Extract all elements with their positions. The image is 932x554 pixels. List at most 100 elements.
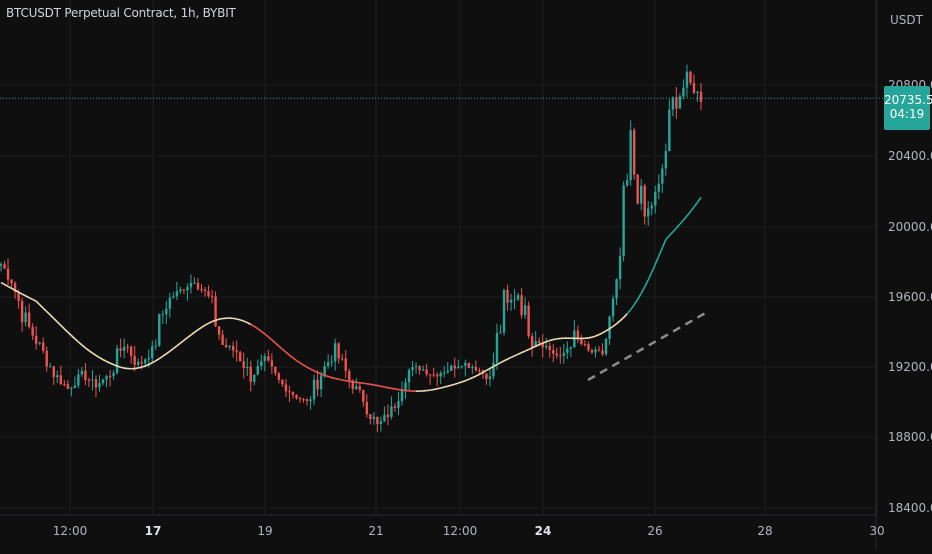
moving-average-segment xyxy=(476,374,480,376)
candle-body xyxy=(503,290,505,332)
moving-average-segment xyxy=(525,349,529,351)
moving-average-segment xyxy=(92,353,96,355)
candle-body xyxy=(88,380,90,381)
candle-body xyxy=(654,192,656,206)
candle-body xyxy=(105,376,107,379)
candle-body xyxy=(278,373,280,380)
candle-body xyxy=(401,391,403,402)
candle-body xyxy=(527,305,529,336)
moving-average-segment xyxy=(258,329,262,332)
moving-average-segment xyxy=(240,320,244,321)
candle-body xyxy=(345,358,347,371)
candle-body xyxy=(404,382,406,390)
candle-body xyxy=(369,414,371,419)
moving-average-segment xyxy=(553,339,557,340)
moving-average-segment xyxy=(437,388,441,389)
candle-body xyxy=(169,298,171,309)
candle-body xyxy=(629,130,631,180)
time-axis-label: 19 xyxy=(257,524,272,538)
candle-body xyxy=(429,374,431,375)
candle-body xyxy=(506,290,508,303)
moving-average-segment xyxy=(603,331,607,333)
moving-average-segment xyxy=(149,363,153,365)
moving-average-segment xyxy=(325,375,329,376)
moving-average-segment xyxy=(648,272,652,280)
candle-body xyxy=(693,83,695,93)
candle-body xyxy=(274,367,276,374)
candle-body xyxy=(281,380,283,384)
time-axis-label: 12:00 xyxy=(53,524,88,538)
price-axis-label: 19200.0 xyxy=(888,360,932,374)
moving-average-segment xyxy=(89,351,93,354)
candle-body xyxy=(38,342,40,343)
time-axis-label: 28 xyxy=(757,524,772,538)
moving-average-segment xyxy=(655,256,659,264)
moving-average-segment xyxy=(391,388,395,389)
moving-average-segment xyxy=(673,228,677,232)
candle-body xyxy=(285,384,287,391)
moving-average-segment xyxy=(441,387,445,388)
candle-body xyxy=(615,279,617,298)
moving-average-segment xyxy=(458,382,462,383)
moving-average-segment xyxy=(588,337,592,338)
candle-body xyxy=(176,291,178,296)
candle-body xyxy=(306,399,308,401)
moving-average-segment xyxy=(209,322,213,324)
moving-average-segment xyxy=(40,305,44,308)
moving-average-segment xyxy=(462,381,466,382)
moving-average-segment xyxy=(683,216,687,220)
candle-body xyxy=(373,417,375,419)
candle-body xyxy=(288,391,290,392)
time-axis-label: 24 xyxy=(535,524,552,538)
moving-average-segment xyxy=(110,363,114,365)
moving-average-segment xyxy=(237,319,241,320)
candle-body xyxy=(295,395,297,398)
candle-body xyxy=(214,296,216,326)
candle-body xyxy=(408,370,410,382)
candle-body xyxy=(531,336,533,347)
moving-average-segment xyxy=(349,381,353,382)
moving-average-segment xyxy=(662,240,666,248)
moving-average-segment xyxy=(546,340,550,341)
candle-body xyxy=(102,380,104,384)
candle-body xyxy=(598,349,600,350)
moving-average-segment xyxy=(96,355,100,357)
candle-body xyxy=(42,342,44,350)
candle-body xyxy=(682,88,684,97)
candle-body xyxy=(320,375,322,389)
time-axis-label: 30 xyxy=(869,524,884,538)
moving-average-segment xyxy=(156,359,160,361)
candle-body xyxy=(461,366,463,367)
moving-average-segment xyxy=(314,371,318,373)
candle-body xyxy=(513,299,515,300)
candle-body xyxy=(155,346,157,347)
candle-body xyxy=(549,346,551,350)
moving-average-segment xyxy=(282,349,286,352)
moving-average-segment xyxy=(335,378,339,379)
moving-average-segment xyxy=(177,343,181,346)
candle-body xyxy=(422,369,424,370)
moving-average-segment xyxy=(184,338,188,341)
candle-body xyxy=(640,186,642,204)
candle-body xyxy=(228,346,230,347)
moving-average-segment xyxy=(448,385,452,386)
moving-average-segment xyxy=(300,363,304,365)
candle-body xyxy=(380,421,382,424)
candle-body xyxy=(49,366,51,367)
candle-body xyxy=(218,326,220,335)
candle-body xyxy=(499,332,501,333)
moving-average-segment xyxy=(690,207,694,212)
candle-body xyxy=(524,305,526,315)
candle-body xyxy=(577,331,579,339)
candle-body xyxy=(425,369,427,374)
candle-body xyxy=(566,349,568,353)
candle-body xyxy=(415,366,417,367)
candle-body xyxy=(580,339,582,344)
candle-body xyxy=(668,110,670,151)
candle-body xyxy=(77,374,79,385)
moving-average-segment xyxy=(138,367,142,368)
moving-average-segment xyxy=(680,220,684,224)
candle-body xyxy=(348,371,350,381)
